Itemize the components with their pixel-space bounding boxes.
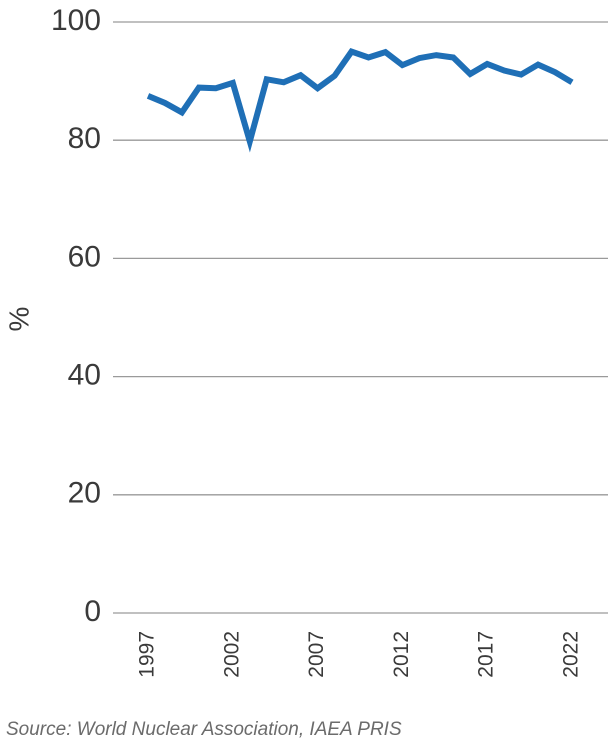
line-chart: 0 20 40 60 80 100 1997 2002 2007 2012 2017 2022 %: [3, 4, 608, 678]
x-axis-tick-labels: 1997 2002 2007 2012 2017 2022: [136, 631, 583, 678]
x-tick-label: 1997: [136, 631, 159, 678]
x-tick-label: 2002: [220, 631, 243, 678]
x-tick-label: 2012: [390, 631, 413, 678]
y-axis-label: %: [3, 307, 34, 332]
y-axis-tick-labels: 0 20 40 60 80 100: [51, 4, 101, 628]
x-tick-label: 2022: [560, 631, 583, 678]
series-line: [146, 48, 574, 153]
y-tick-label: 80: [68, 122, 101, 155]
x-tick-label: 2017: [475, 631, 498, 678]
y-tick-label: 60: [68, 240, 101, 273]
y-tick-label: 100: [51, 4, 101, 37]
series-lines: [146, 48, 574, 153]
source-note: Source: World Nuclear Association, IAEA …: [6, 719, 402, 740]
y-tick-label: 20: [68, 477, 101, 510]
y-tick-label: 0: [84, 595, 101, 628]
x-tick-label: 2007: [305, 631, 328, 678]
y-tick-label: 40: [68, 359, 101, 392]
grid-lines: [113, 21, 608, 614]
